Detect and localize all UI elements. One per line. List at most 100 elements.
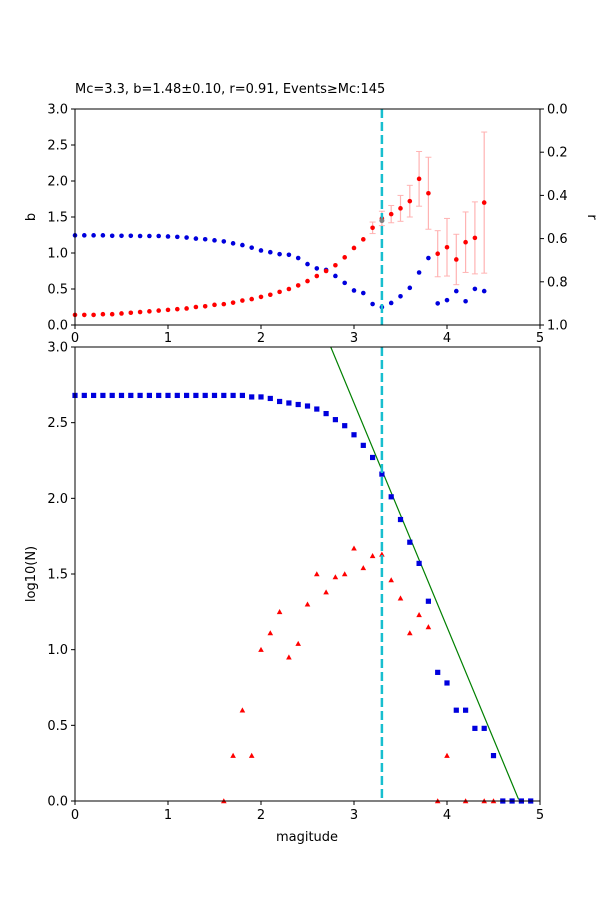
b-point [444, 244, 450, 250]
x-tick-label: 5 [536, 808, 544, 823]
b-point [463, 239, 468, 245]
b-point [481, 200, 487, 205]
x-tick-label: 3 [350, 331, 358, 346]
r-point [221, 239, 227, 244]
non-cumulative-point [323, 589, 329, 595]
cumulative-point [267, 395, 273, 402]
b-point [221, 301, 227, 307]
r-point [463, 298, 468, 304]
magnitude-axis-label: magitude [276, 830, 338, 845]
b-point [314, 273, 320, 279]
r-point [305, 261, 310, 267]
r-tick-label: 0.8 [547, 275, 568, 290]
r-point [240, 242, 245, 248]
cumulative-point [156, 392, 162, 399]
r-point [193, 236, 199, 241]
b-point [333, 262, 338, 268]
b-point [119, 311, 124, 316]
b-plot-frame [74, 108, 541, 326]
r-point [314, 266, 320, 271]
r-point [398, 293, 403, 299]
non-cumulative-point [379, 551, 385, 557]
cumulative-point [351, 432, 357, 438]
b-tick-label: 1.0 [47, 247, 68, 262]
b-point [137, 309, 143, 315]
cumulative-point [463, 707, 469, 713]
b-point [323, 268, 329, 274]
r-point [351, 288, 357, 293]
b-point [249, 296, 254, 302]
b-point [416, 176, 422, 182]
cumulative-point [118, 392, 125, 399]
cumulative-point [444, 680, 450, 686]
cumulative-point [472, 725, 478, 731]
non-cumulative-point [407, 630, 413, 636]
b-point [147, 309, 152, 314]
log-n-tick-label: 2.5 [47, 416, 68, 431]
r-point [249, 245, 254, 250]
r-point [268, 249, 273, 255]
b-point [156, 308, 161, 313]
cumulative-point [109, 392, 115, 399]
r-point [230, 241, 236, 246]
non-cumulative-point [444, 752, 450, 758]
log-n-tick-label: 0.0 [47, 795, 68, 810]
cumulative-point [193, 392, 199, 399]
log-n-tick-label: 3.0 [47, 341, 68, 356]
r-point [258, 248, 264, 253]
cumulative-point [425, 598, 431, 604]
r-tick-label: 1.0 [547, 319, 568, 334]
cumulative-point [342, 423, 348, 429]
cumulative-point [239, 392, 245, 399]
b-point [230, 300, 236, 305]
r-point [416, 270, 422, 275]
x-tick-label: 4 [443, 808, 451, 823]
cumulative-point [91, 392, 97, 399]
non-cumulative-point [295, 640, 301, 646]
r-point [82, 233, 87, 238]
b-point [100, 311, 106, 317]
cumulative-point [435, 669, 441, 675]
r-point [156, 233, 161, 239]
b-point [361, 237, 366, 242]
b-tick-label: 1.5 [47, 211, 68, 226]
r-point [109, 233, 115, 239]
cumulative-point [481, 725, 487, 731]
b-point [258, 294, 264, 300]
cumulative-point [407, 539, 413, 545]
r-point [165, 234, 171, 239]
x-tick-label: 2 [257, 331, 265, 346]
cumulative-point [277, 398, 283, 405]
non-cumulative-point [397, 595, 404, 601]
b-point [370, 225, 375, 231]
cumulative-point [295, 401, 301, 408]
b-point [454, 257, 459, 262]
r-point [444, 297, 450, 303]
log-n-tick-label: 0.5 [47, 719, 68, 734]
non-cumulative-point [360, 565, 367, 571]
b-point [202, 303, 208, 309]
cumulative-point [174, 392, 180, 399]
non-cumulative-point [276, 609, 283, 615]
cumulative-point [397, 516, 404, 523]
non-cumulative-point [388, 577, 394, 583]
r-point [407, 285, 413, 291]
x-tick-label: 4 [443, 331, 451, 346]
non-cumulative-point [304, 601, 311, 607]
b-tick-label: 3.0 [47, 103, 68, 118]
non-cumulative-point [248, 752, 255, 758]
cumulative-point [360, 442, 366, 448]
r-point [100, 233, 106, 238]
r-point [175, 234, 180, 240]
r-point [361, 290, 366, 296]
non-cumulative-point [267, 630, 274, 636]
cumulative-point [258, 394, 264, 400]
b-axis-label: b [24, 213, 39, 221]
cumulative-point [211, 392, 218, 399]
cumulative-point [379, 471, 385, 477]
non-cumulative-point [369, 553, 376, 559]
non-cumulative-point [416, 612, 422, 618]
r-point [137, 233, 143, 239]
r-tick-label: 0.6 [547, 232, 568, 247]
